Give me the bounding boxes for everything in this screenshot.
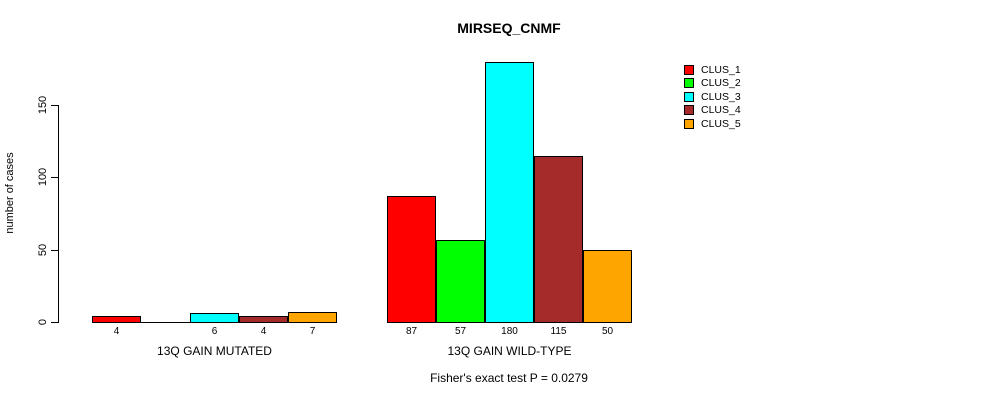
y-tick-label: 100	[37, 167, 49, 187]
bar-count-label: 87	[405, 326, 418, 337]
legend: CLUS_1 CLUS_2 CLUS_3 CLUS_4 CLUS_5	[684, 63, 741, 131]
fisher-test-annotation: Fisher's exact test P = 0.0279	[430, 371, 588, 385]
y-tick-label: 0	[37, 318, 49, 326]
y-axis-tick	[51, 250, 59, 251]
legend-label: CLUS_1	[701, 63, 741, 76]
bar-clus_1	[92, 316, 141, 323]
legend-swatch-clus_3	[684, 91, 694, 102]
legend-label: CLUS_4	[701, 104, 741, 117]
bar-count-label: 50	[601, 326, 614, 337]
bar-count-label: 115	[550, 326, 567, 337]
bar-clus_4	[534, 156, 583, 323]
legend-swatch-clus_2	[684, 78, 694, 89]
y-tick-label: 150	[37, 95, 49, 115]
legend-swatch-clus_4	[684, 105, 694, 116]
legend-swatch-clus_1	[684, 64, 694, 75]
legend-item-clus_2: CLUS_2	[684, 77, 741, 91]
x-axis-group-label: 13Q GAIN WILD-TYPE	[447, 344, 572, 358]
legend-item-clus_1: CLUS_1	[684, 63, 741, 77]
y-axis-tick	[51, 177, 59, 178]
bar-clus_5	[583, 250, 632, 323]
x-axis-group-label: 13Q GAIN MUTATED	[157, 344, 272, 358]
chart-title: MIRSEQ_CNMF	[457, 20, 561, 36]
y-axis-tick	[51, 105, 59, 106]
bar-count-label: 180	[501, 326, 518, 337]
bar-count-label: 4	[260, 326, 267, 337]
bar-clus_5	[288, 312, 337, 323]
bar-count-label: 7	[309, 326, 316, 337]
legend-item-clus_4: CLUS_4	[684, 104, 741, 118]
bar-count-label: 6	[211, 326, 218, 337]
bar-clus_3	[190, 313, 239, 323]
bar-clus_1	[387, 196, 436, 323]
bar-clus_2	[436, 240, 485, 323]
legend-label: CLUS_5	[701, 117, 741, 130]
bar-clus_4	[239, 316, 288, 323]
bar-count-label: 57	[454, 326, 467, 337]
bar-count-label: 4	[113, 326, 120, 337]
y-axis-line	[58, 105, 59, 323]
legend-label: CLUS_2	[701, 77, 741, 90]
bar-clus_3	[485, 62, 534, 323]
legend-swatch-clus_5	[684, 118, 694, 129]
legend-item-clus_3: CLUS_3	[684, 90, 741, 104]
legend-label: CLUS_3	[701, 90, 741, 103]
legend-item-clus_5: CLUS_5	[684, 117, 741, 131]
y-axis-label: number of cases	[4, 152, 16, 234]
y-tick-label: 50	[37, 243, 49, 257]
y-axis-tick	[51, 322, 59, 323]
